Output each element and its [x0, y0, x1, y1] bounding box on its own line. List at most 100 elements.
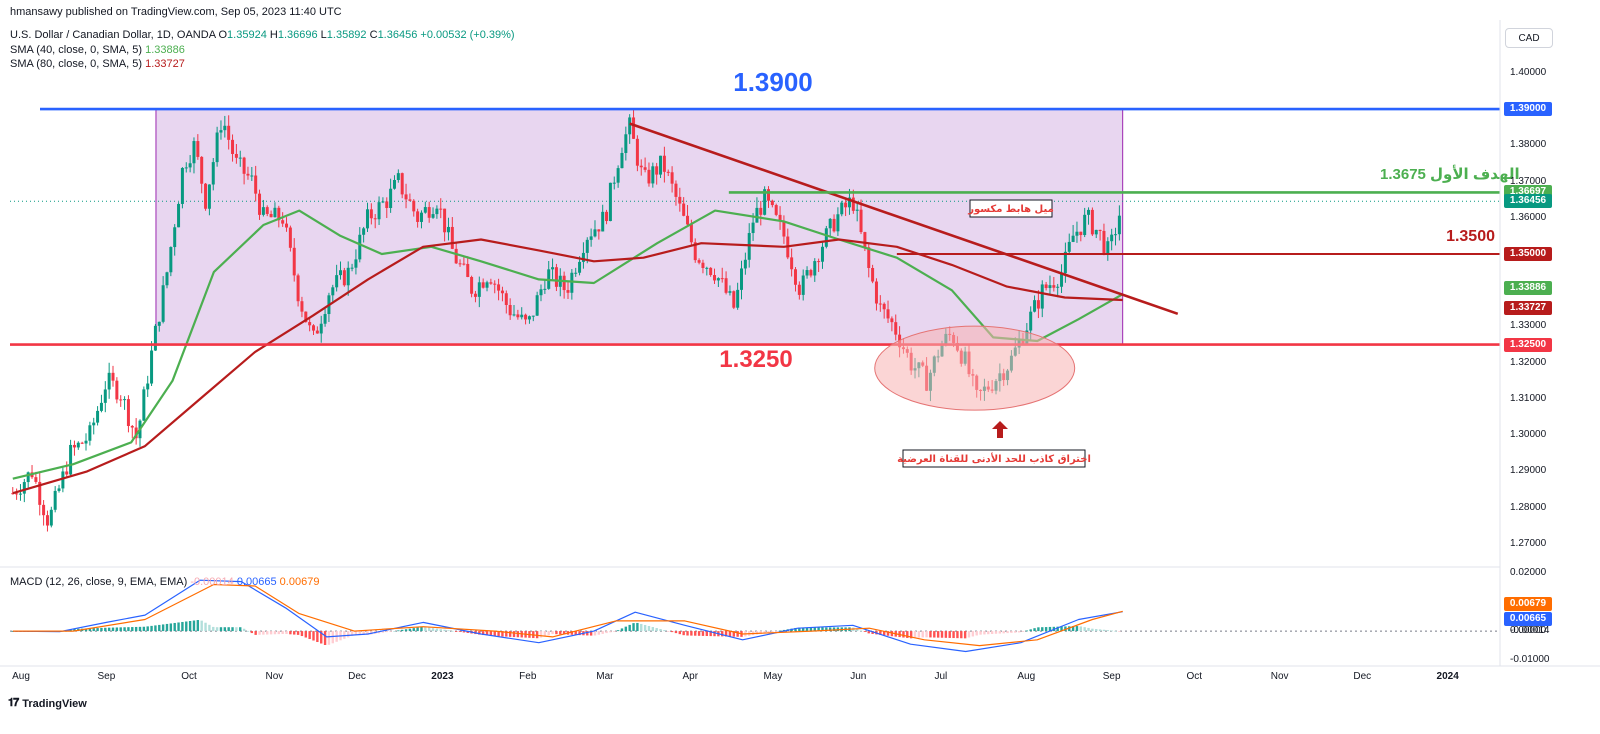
price-tick-label: 1.28000 — [1510, 501, 1547, 513]
macd-histogram-bar — [1114, 630, 1117, 632]
candle-body — [369, 209, 373, 219]
price-tick-label: 1.36000 — [1510, 211, 1547, 223]
macd-histogram-bar — [462, 631, 466, 633]
macd-legend[interactable]: MACD (12, 26, close, 9, EMA, EMA) -0.000… — [10, 576, 320, 588]
macd-histogram-bar — [586, 631, 589, 636]
candle-body — [504, 293, 508, 305]
macd-histogram-bar — [1091, 628, 1094, 632]
macd-histogram-bar — [828, 627, 832, 632]
broken-trend-box — [969, 199, 1053, 218]
macd-histogram-bar — [154, 625, 157, 632]
macd-histogram-bar — [801, 627, 805, 632]
macd-histogram-bar — [682, 631, 685, 636]
candle-body — [227, 125, 231, 140]
macd-histogram-bar — [300, 631, 304, 637]
candle-body — [69, 444, 73, 475]
macd-histogram-bar — [454, 631, 458, 632]
macd-histogram-bar — [936, 631, 940, 638]
macd-histogram-bar — [204, 622, 207, 632]
candle-body — [169, 247, 173, 273]
macd-histogram-bar — [177, 622, 180, 632]
macd-histogram-bar — [867, 631, 870, 634]
candle-body — [126, 399, 130, 426]
candle-body — [462, 263, 466, 265]
candle-body — [1117, 215, 1121, 235]
macd-histogram-bar — [200, 620, 203, 632]
candle-body — [782, 221, 786, 237]
candle-body — [335, 275, 339, 288]
macd-histogram-bar — [767, 631, 770, 633]
currency-button[interactable]: CAD — [1505, 28, 1553, 48]
macd-histogram-bar — [493, 631, 496, 637]
level-1390-label: 1.3900 — [733, 67, 813, 97]
sma40-legend[interactable]: SMA (40, close, 0, SMA, 5) 1.33886 — [10, 44, 185, 56]
macd-histogram-bar — [709, 631, 712, 637]
macd-histogram-bar — [640, 623, 643, 632]
macd-histogram-bar — [933, 631, 936, 638]
candle-body — [269, 213, 273, 218]
macd-histogram-bar — [447, 630, 450, 632]
macd-histogram-bar — [169, 623, 173, 632]
candle-body — [107, 372, 111, 390]
macd-histogram-bar — [208, 624, 211, 632]
price-tick-label: 1.27000 — [1510, 537, 1547, 549]
candle-body — [53, 490, 57, 510]
candle-body — [701, 262, 705, 268]
candle-body — [570, 272, 574, 293]
macd-histogram-bar — [855, 629, 859, 632]
macd-histogram-bar — [909, 631, 913, 639]
candle-body — [632, 117, 636, 139]
price-tick-label: 1.38000 — [1510, 139, 1547, 151]
macd-signal-value: 0.00679 — [279, 576, 320, 588]
macd-histogram-bar — [547, 631, 550, 636]
price-tick-label: 1.32000 — [1510, 356, 1547, 368]
false-breakout-label: اختراق كاذب للحد الأدنى للقناة العرضية — [897, 452, 1091, 465]
macd-histogram-bar — [277, 631, 281, 635]
macd-histogram-bar — [443, 629, 446, 632]
sma80-legend[interactable]: SMA (80, close, 0, SMA, 5) 1.33727 — [10, 58, 185, 70]
candle-body — [566, 290, 570, 293]
candle-body — [624, 134, 628, 153]
macd-histogram-bar — [289, 631, 292, 635]
tradingview-brand[interactable]: 𝟏𝟕 TradingView — [8, 697, 87, 710]
macd-histogram-bar — [620, 628, 624, 632]
macd-histogram-bar — [605, 631, 608, 634]
candle-body — [512, 314, 516, 316]
macd-histogram-bar — [327, 631, 331, 645]
price-tick-label: 1.33000 — [1510, 320, 1547, 332]
price-tick-label: 1.30000 — [1510, 429, 1547, 441]
candle-body — [165, 272, 169, 286]
candle-body — [1040, 284, 1044, 309]
candle-body — [732, 291, 736, 308]
macd-histogram-bar — [794, 627, 797, 632]
macd-histogram-bar — [925, 631, 928, 638]
macd-histogram-bar — [343, 631, 346, 639]
macd-histogram-bar — [281, 631, 284, 634]
candle-body — [485, 282, 489, 288]
candle-body — [1056, 286, 1060, 288]
candle-body — [578, 261, 582, 273]
macd-histogram-bar — [127, 627, 130, 632]
macd-histogram-bar — [701, 631, 705, 636]
candle-body — [766, 189, 770, 201]
candle-body — [539, 289, 543, 296]
candle-body — [115, 380, 119, 400]
macd-histogram-bar — [512, 631, 516, 638]
candle-body — [851, 197, 855, 211]
macd-histogram-bar — [763, 631, 766, 634]
candle-body — [223, 125, 227, 131]
macd-histogram-bar — [385, 631, 388, 633]
macd-histogram-bar — [231, 627, 234, 632]
macd-histogram-bar — [543, 631, 547, 637]
candle-body — [1079, 231, 1083, 236]
candle-body — [300, 301, 304, 312]
candle-body — [1029, 311, 1033, 331]
candle-body — [88, 425, 92, 441]
macd-histogram-bar — [235, 627, 238, 632]
macd-histogram-bar — [1098, 629, 1102, 632]
candle-body — [215, 132, 219, 163]
candle-body — [682, 203, 686, 216]
macd-histogram-bar — [181, 621, 184, 632]
candle-body — [759, 207, 763, 215]
